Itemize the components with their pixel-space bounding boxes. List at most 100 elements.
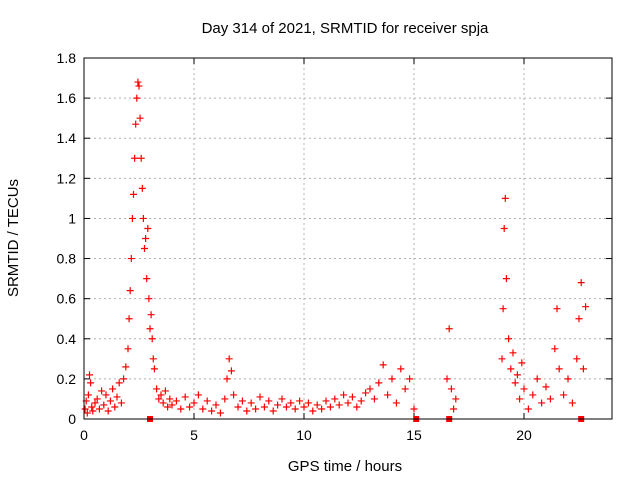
- data-point: [134, 78, 142, 86]
- data-point: [553, 305, 561, 313]
- data-point: [529, 391, 537, 399]
- y-axis-label: SRMTID / TECUs: [5, 179, 22, 297]
- data-point: [274, 401, 282, 409]
- data-point: [348, 393, 356, 401]
- data-point: [128, 214, 136, 222]
- data-point: [498, 355, 506, 363]
- data-point: [227, 367, 235, 375]
- x-tick-label: 5: [190, 427, 198, 443]
- data-point: [524, 405, 532, 413]
- data-point: [159, 399, 167, 407]
- data-point: [135, 82, 143, 90]
- data-point: [518, 359, 526, 367]
- data-point: [501, 194, 509, 202]
- data-point: [533, 375, 541, 383]
- data-point: [203, 397, 211, 405]
- data-point: [143, 275, 151, 283]
- data-point: [278, 395, 286, 403]
- data-point: [406, 375, 414, 383]
- data-point: [130, 190, 137, 198]
- data-point: [282, 403, 290, 411]
- data-point: [379, 361, 387, 369]
- plot-frame: [83, 57, 613, 420]
- data-point: [579, 365, 587, 373]
- data-point: [221, 395, 229, 403]
- data-point: [318, 405, 326, 413]
- data-point: [168, 401, 176, 409]
- data-point: [113, 393, 121, 401]
- data-point: [208, 407, 216, 415]
- data-point: [141, 245, 148, 253]
- data-point: [452, 395, 460, 403]
- data-point: [137, 154, 145, 162]
- data-point: [138, 184, 146, 192]
- data-point: [362, 389, 370, 397]
- data-point: [136, 114, 144, 122]
- data-point: [375, 379, 383, 387]
- data-point: [265, 397, 273, 405]
- data-point: [397, 365, 405, 373]
- x-tick-label: 0: [80, 427, 88, 443]
- grid-lines: [84, 58, 612, 419]
- data-point: [172, 397, 180, 405]
- data-point: [300, 403, 308, 411]
- y-tick-label: 1.2: [57, 170, 77, 186]
- data-point: [225, 355, 233, 363]
- data-point: [81, 405, 89, 413]
- data-point: [181, 393, 189, 401]
- data-point: [132, 120, 140, 128]
- data-point: [511, 379, 519, 387]
- x-tick-label: 10: [296, 427, 312, 443]
- data-point: [564, 375, 572, 383]
- x-tick-label: 15: [406, 427, 422, 443]
- data-point: [166, 395, 174, 403]
- data-point: [83, 409, 91, 417]
- data-point: [555, 365, 563, 373]
- data-point: [353, 403, 361, 411]
- x-tick-label: 20: [516, 427, 532, 443]
- data-point: [505, 335, 513, 343]
- data-point: [147, 311, 155, 319]
- data-point: [102, 391, 110, 399]
- data-point: [340, 391, 348, 399]
- data-point: [538, 399, 546, 407]
- data-point: [573, 355, 581, 363]
- y-tick-label: 0.6: [57, 291, 77, 307]
- data-point: [109, 385, 117, 393]
- data-point: [186, 403, 194, 411]
- y-tick-label: 0.8: [57, 251, 77, 267]
- y-tick-label: 0.2: [57, 371, 77, 387]
- data-point: [146, 325, 154, 333]
- x-axis-label: GPS time / hours: [288, 458, 402, 475]
- data-point: [551, 345, 559, 353]
- data-point: [291, 405, 299, 413]
- data-point: [502, 275, 510, 283]
- data-point: [115, 379, 123, 387]
- data-point: [145, 295, 153, 303]
- data-point: [296, 397, 304, 405]
- data-point: [247, 399, 255, 407]
- data-point: [234, 403, 242, 411]
- data-point: [577, 279, 585, 287]
- data-point: [238, 397, 246, 405]
- y-tick-label: 1: [68, 210, 76, 226]
- data-point: [326, 403, 334, 411]
- data-point: [153, 385, 161, 393]
- data-point: [125, 315, 133, 323]
- data-point: [520, 385, 528, 393]
- data-point: [357, 397, 365, 405]
- data-point: [148, 335, 156, 343]
- data-point: [86, 371, 93, 379]
- data-point: [443, 375, 451, 383]
- data-point: [256, 393, 264, 401]
- data-point: [88, 403, 96, 411]
- data-point: [546, 395, 554, 403]
- data-point: [142, 235, 150, 242]
- data-point: [120, 375, 128, 383]
- data-point: [568, 399, 576, 407]
- axis-ticks: 0 0.2 0.4 0.6 0.8 1 1.2 1.4 1.6 1.8 0 5 10 15 20: [57, 50, 612, 443]
- data-point: [322, 397, 330, 405]
- y-tick-label: 0.4: [57, 331, 77, 347]
- data-point: [139, 214, 147, 222]
